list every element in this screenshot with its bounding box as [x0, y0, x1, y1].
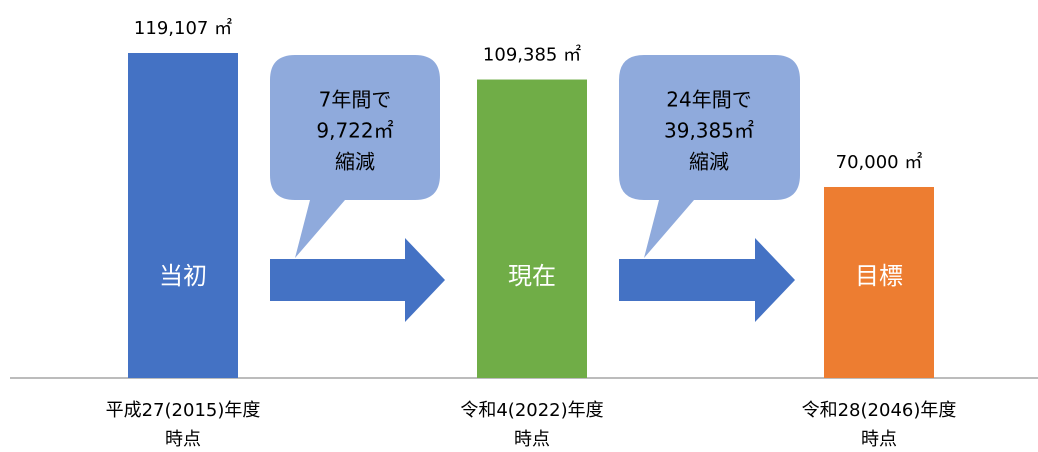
annotation: 39,385㎡: [664, 119, 754, 143]
speech-bubble: [270, 55, 440, 258]
arrow: [619, 238, 795, 322]
annotation: 9,722㎡: [316, 119, 393, 143]
speech-bubble: [619, 55, 800, 258]
value-label: 109,385 ㎡: [483, 44, 581, 66]
bar: [477, 79, 587, 378]
x-tick-label: 時点: [861, 429, 897, 450]
bar-label: 当初: [159, 262, 207, 290]
bar-label: 現在: [508, 262, 556, 290]
bar: [824, 186, 934, 378]
bar-label: 目標: [855, 262, 903, 290]
annotation: 24年間で: [666, 88, 751, 112]
annotation: 7年間で: [319, 88, 392, 112]
value-label: 119,107 ㎡: [134, 17, 232, 39]
x-tick-label: 時点: [514, 429, 550, 450]
x-tick-label: 令和4(2022)年度: [460, 400, 603, 421]
bar: [128, 53, 238, 378]
x-tick-label: 令和28(2046)年度: [802, 400, 957, 421]
arrow: [270, 238, 445, 322]
value-label: 70,000 ㎡: [836, 151, 923, 173]
annotation: 縮減: [689, 150, 729, 174]
x-tick-label: 時点: [165, 429, 201, 450]
annotation: 縮減: [335, 150, 375, 174]
x-tick-label: 平成27(2015)年度: [106, 400, 261, 421]
